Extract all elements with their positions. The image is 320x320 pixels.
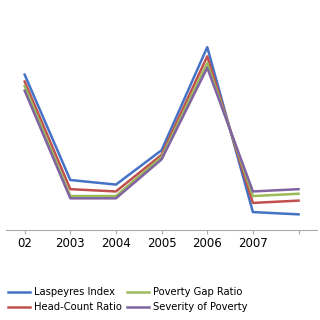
Legend: Laspeyres Index, Head-Count Ratio, Poverty Gap Ratio, Severity of Poverty: Laspeyres Index, Head-Count Ratio, Pover… [5, 284, 250, 315]
